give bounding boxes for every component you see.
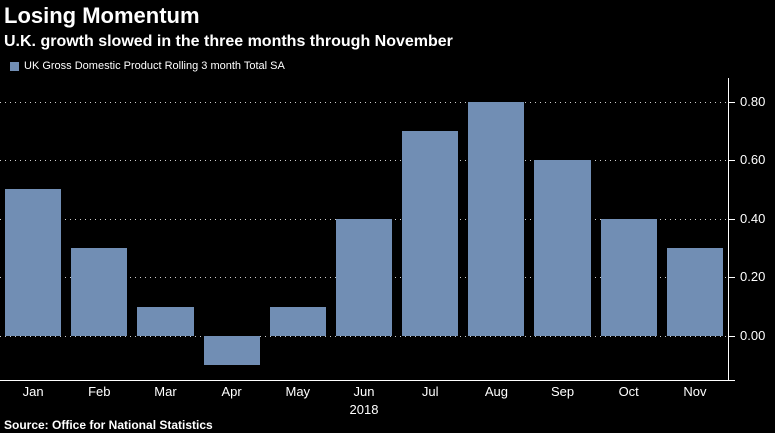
bar-jan bbox=[5, 189, 62, 336]
y-tick-label: 0.00 bbox=[740, 328, 766, 343]
x-tick-label: Jun bbox=[353, 384, 375, 399]
x-axis-year-label: 2018 bbox=[349, 402, 379, 417]
bar-apr bbox=[203, 336, 260, 366]
legend: UK Gross Domestic Product Rolling 3 mont… bbox=[0, 51, 775, 72]
bar-aug bbox=[468, 101, 525, 337]
y-tick-label: 0.40 bbox=[740, 210, 766, 226]
gridline bbox=[0, 160, 728, 162]
x-tick-label: May bbox=[285, 384, 311, 399]
bar-mar bbox=[137, 306, 194, 336]
bar-nov bbox=[666, 248, 724, 337]
chart-subtitle: U.K. growth slowed in the three months t… bbox=[4, 33, 453, 50]
y-axis-tick bbox=[729, 101, 735, 103]
x-tick-label: Feb bbox=[88, 384, 111, 399]
bar-jul bbox=[402, 130, 459, 336]
bar-chart: 0.00 0.20 0.40 0.60 0.80 bbox=[0, 78, 775, 381]
bar-oct bbox=[600, 218, 657, 336]
bar-sep bbox=[534, 160, 591, 336]
x-tick-label: Jan bbox=[22, 384, 44, 399]
y-axis-tick bbox=[729, 277, 735, 279]
x-tick-label: Jul bbox=[421, 384, 439, 399]
y-axis-line bbox=[728, 78, 729, 381]
legend-label: UK Gross Domestic Product Rolling 3 mont… bbox=[24, 60, 285, 72]
legend-swatch-icon bbox=[10, 61, 19, 71]
gridline bbox=[0, 336, 728, 337]
source-label: Source: Office for National Statistics bbox=[4, 418, 213, 432]
bar-feb bbox=[71, 248, 128, 337]
x-tick-label: Apr bbox=[221, 384, 242, 399]
chart-title: Losing Momentum bbox=[4, 3, 200, 28]
plot-area bbox=[0, 78, 728, 380]
y-tick-label: 0.20 bbox=[740, 269, 766, 285]
x-tick-label: Mar bbox=[154, 384, 177, 399]
bottom-rule bbox=[0, 433, 775, 435]
gridline bbox=[0, 101, 728, 103]
y-axis-tick bbox=[729, 160, 735, 162]
x-tick-label: Oct bbox=[618, 384, 639, 399]
bar-jun bbox=[335, 218, 393, 336]
y-axis-tick bbox=[729, 218, 735, 220]
x-axis-labels: Jan Feb Mar Apr May Jun Jul Aug Sep Oct Nov bbox=[0, 384, 728, 400]
x-tick-label: Aug bbox=[484, 384, 508, 399]
bar-may bbox=[269, 306, 326, 336]
x-tick-label: Sep bbox=[551, 384, 575, 399]
y-axis-tick bbox=[729, 336, 735, 337]
y-tick-label: 0.60 bbox=[740, 152, 766, 168]
x-axis-line bbox=[0, 380, 735, 381]
x-tick-label: Nov bbox=[683, 384, 707, 399]
y-tick-label: 0.80 bbox=[740, 93, 766, 109]
